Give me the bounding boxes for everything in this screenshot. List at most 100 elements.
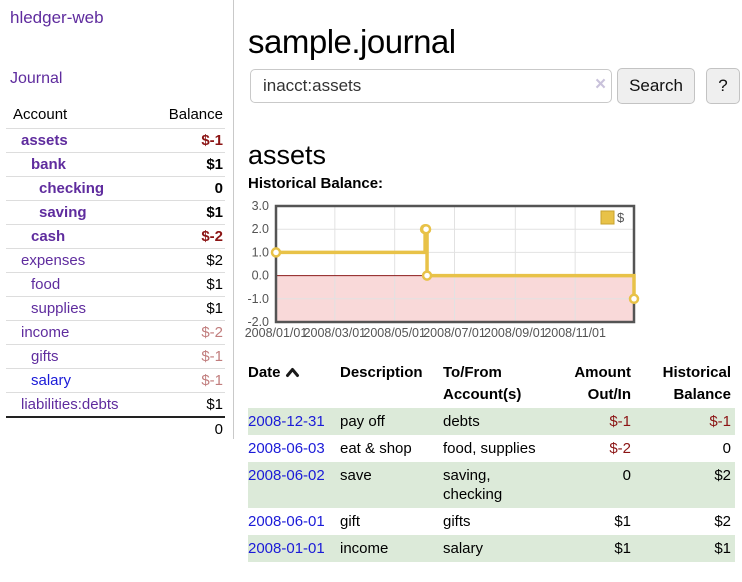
brand-link[interactable]: hledger-web xyxy=(10,8,104,27)
search-input[interactable] xyxy=(250,69,612,103)
svg-text:1.0: 1.0 xyxy=(252,245,269,259)
transaction-amount: $-1 xyxy=(609,413,631,430)
account-link-cash[interactable]: cash xyxy=(31,228,66,245)
account-link-assets[interactable]: assets xyxy=(21,132,68,149)
transaction-balance: $2 xyxy=(714,513,731,530)
register-header-row: Date Description To/From Account(s) Amou… xyxy=(248,358,735,408)
transaction-accounts: food, supplies xyxy=(443,440,536,457)
transaction-date-link[interactable]: 2008-01-01 xyxy=(248,540,325,557)
column-header-accounts: To/From Account(s) xyxy=(443,364,522,403)
account-row: checking 0 xyxy=(6,176,225,201)
svg-text:$: $ xyxy=(617,210,625,225)
column-header-amount: Amount Out/In xyxy=(574,364,631,403)
account-link-bank[interactable]: bank xyxy=(31,156,67,173)
historical-balance-chart: 3.0 2.0 1.0 0.0 -1.0 -2.0 2008/01/01 2008/03/01… xyxy=(240,199,742,348)
clear-search-icon[interactable]: × xyxy=(595,74,607,95)
account-row: gifts $-1 xyxy=(6,344,225,369)
register-row: 2008-06-03 eat & shop food, supplies $-2… xyxy=(248,435,735,462)
transaction-description: income xyxy=(340,540,389,557)
transaction-date-link[interactable]: 2008-12-31 xyxy=(248,413,325,430)
account-link-supplies[interactable]: supplies xyxy=(31,300,87,317)
account-column-header: Account xyxy=(13,106,68,123)
svg-text:2008/11/01: 2008/11/01 xyxy=(544,326,606,340)
register-row: 2008-12-31 pay off debts $-1 $-1 xyxy=(248,408,735,435)
transaction-description: pay off xyxy=(340,413,385,430)
sort-ascending-icon xyxy=(285,368,299,377)
transaction-date-link[interactable]: 2008-06-02 xyxy=(248,467,325,484)
account-balance: $-1 xyxy=(144,128,225,153)
column-header-date[interactable]: Date xyxy=(248,358,340,408)
svg-text:-2.0: -2.0 xyxy=(247,315,269,329)
register-row: 2008-01-01 income salary $1 $1 xyxy=(248,535,735,562)
account-balance: $2 xyxy=(144,248,225,273)
account-row: food $1 xyxy=(6,272,225,297)
transaction-amount: $1 xyxy=(614,540,631,557)
account-total-row: 0 xyxy=(6,416,225,441)
transaction-accounts: salary xyxy=(443,540,484,557)
account-tree: Account Balance assets $-1 bank $1 check… xyxy=(6,102,225,441)
account-row: bank $1 xyxy=(6,152,225,177)
transaction-description: gift xyxy=(340,513,361,530)
account-balance: $1 xyxy=(144,152,225,177)
account-link-salary[interactable]: salary xyxy=(31,372,72,389)
transaction-accounts: saving, checking xyxy=(443,467,503,503)
account-balance: $1 xyxy=(144,392,225,417)
chart-canvas: 3.0 2.0 1.0 0.0 -1.0 -2.02008/01/012008/03/01… xyxy=(245,199,640,340)
register-row: 2008-06-01 gift gifts $1 $2 xyxy=(248,508,735,535)
account-link-checking[interactable]: checking xyxy=(39,180,105,197)
help-button[interactable]: ? xyxy=(706,68,740,104)
account-tree-header: Account Balance xyxy=(6,102,225,129)
account-row: saving $1 xyxy=(6,200,225,225)
svg-text:0.0: 0.0 xyxy=(252,269,269,283)
account-row: supplies $1 xyxy=(6,296,225,321)
sidebar-item-journal[interactable]: Journal xyxy=(10,70,63,87)
transaction-balance: 0 xyxy=(722,440,731,457)
svg-text:-1.0: -1.0 xyxy=(247,292,269,306)
transaction-amount: 0 xyxy=(622,467,631,484)
transaction-balance: $-1 xyxy=(709,413,731,430)
account-balance: $-2 xyxy=(144,224,225,249)
transaction-date-link[interactable]: 2008-06-03 xyxy=(248,440,325,457)
account-link-liabilities-debts[interactable]: liabilities:debts xyxy=(21,396,119,413)
total-balance: 0 xyxy=(144,416,225,441)
account-row: cash $-2 xyxy=(6,224,225,249)
transaction-balance: $1 xyxy=(714,540,731,557)
transaction-accounts: debts xyxy=(443,413,480,430)
page-title: sample.journal xyxy=(248,23,456,61)
svg-text:3.0: 3.0 xyxy=(252,199,269,213)
account-balance: $1 xyxy=(144,200,225,225)
chart-title: Historical Balance: xyxy=(248,175,384,192)
account-link-income[interactable]: income xyxy=(21,324,70,341)
svg-text:2008/07/01: 2008/07/01 xyxy=(423,326,486,340)
account-row: assets $-1 xyxy=(6,128,225,153)
transaction-date-link[interactable]: 2008-06-01 xyxy=(248,513,325,530)
account-balance: $-2 xyxy=(144,320,225,345)
account-link-food[interactable]: food xyxy=(31,276,61,293)
register-table: Date Description To/From Account(s) Amou… xyxy=(248,358,735,562)
account-heading: assets xyxy=(248,140,327,171)
search-button[interactable]: Search xyxy=(617,68,695,104)
account-link-gifts[interactable]: gifts xyxy=(31,348,59,365)
transaction-amount: $-2 xyxy=(609,440,631,457)
column-header-description: Description xyxy=(340,364,423,381)
account-balance: $-1 xyxy=(144,368,225,393)
svg-text:2.0: 2.0 xyxy=(252,222,269,236)
svg-text:2008/09/01: 2008/09/01 xyxy=(484,326,547,340)
sidebar-divider xyxy=(233,0,234,439)
account-row: salary $-1 xyxy=(6,368,225,393)
transaction-description: eat & shop xyxy=(340,440,412,457)
account-link-expenses[interactable]: expenses xyxy=(21,252,86,269)
account-balance: 0 xyxy=(144,176,225,201)
svg-text:2008/01/01: 2008/01/01 xyxy=(245,326,308,340)
account-balance: $1 xyxy=(144,296,225,321)
account-row: expenses $2 xyxy=(6,248,225,273)
transaction-description: save xyxy=(340,467,372,484)
account-row: liabilities:debts $1 xyxy=(6,392,225,417)
account-balance: $1 xyxy=(144,272,225,297)
account-row: income $-2 xyxy=(6,320,225,345)
balance-column-header: Balance xyxy=(168,106,223,123)
transaction-balance: $2 xyxy=(714,467,731,484)
account-link-saving[interactable]: saving xyxy=(39,204,87,221)
account-balance: $-1 xyxy=(144,344,225,369)
